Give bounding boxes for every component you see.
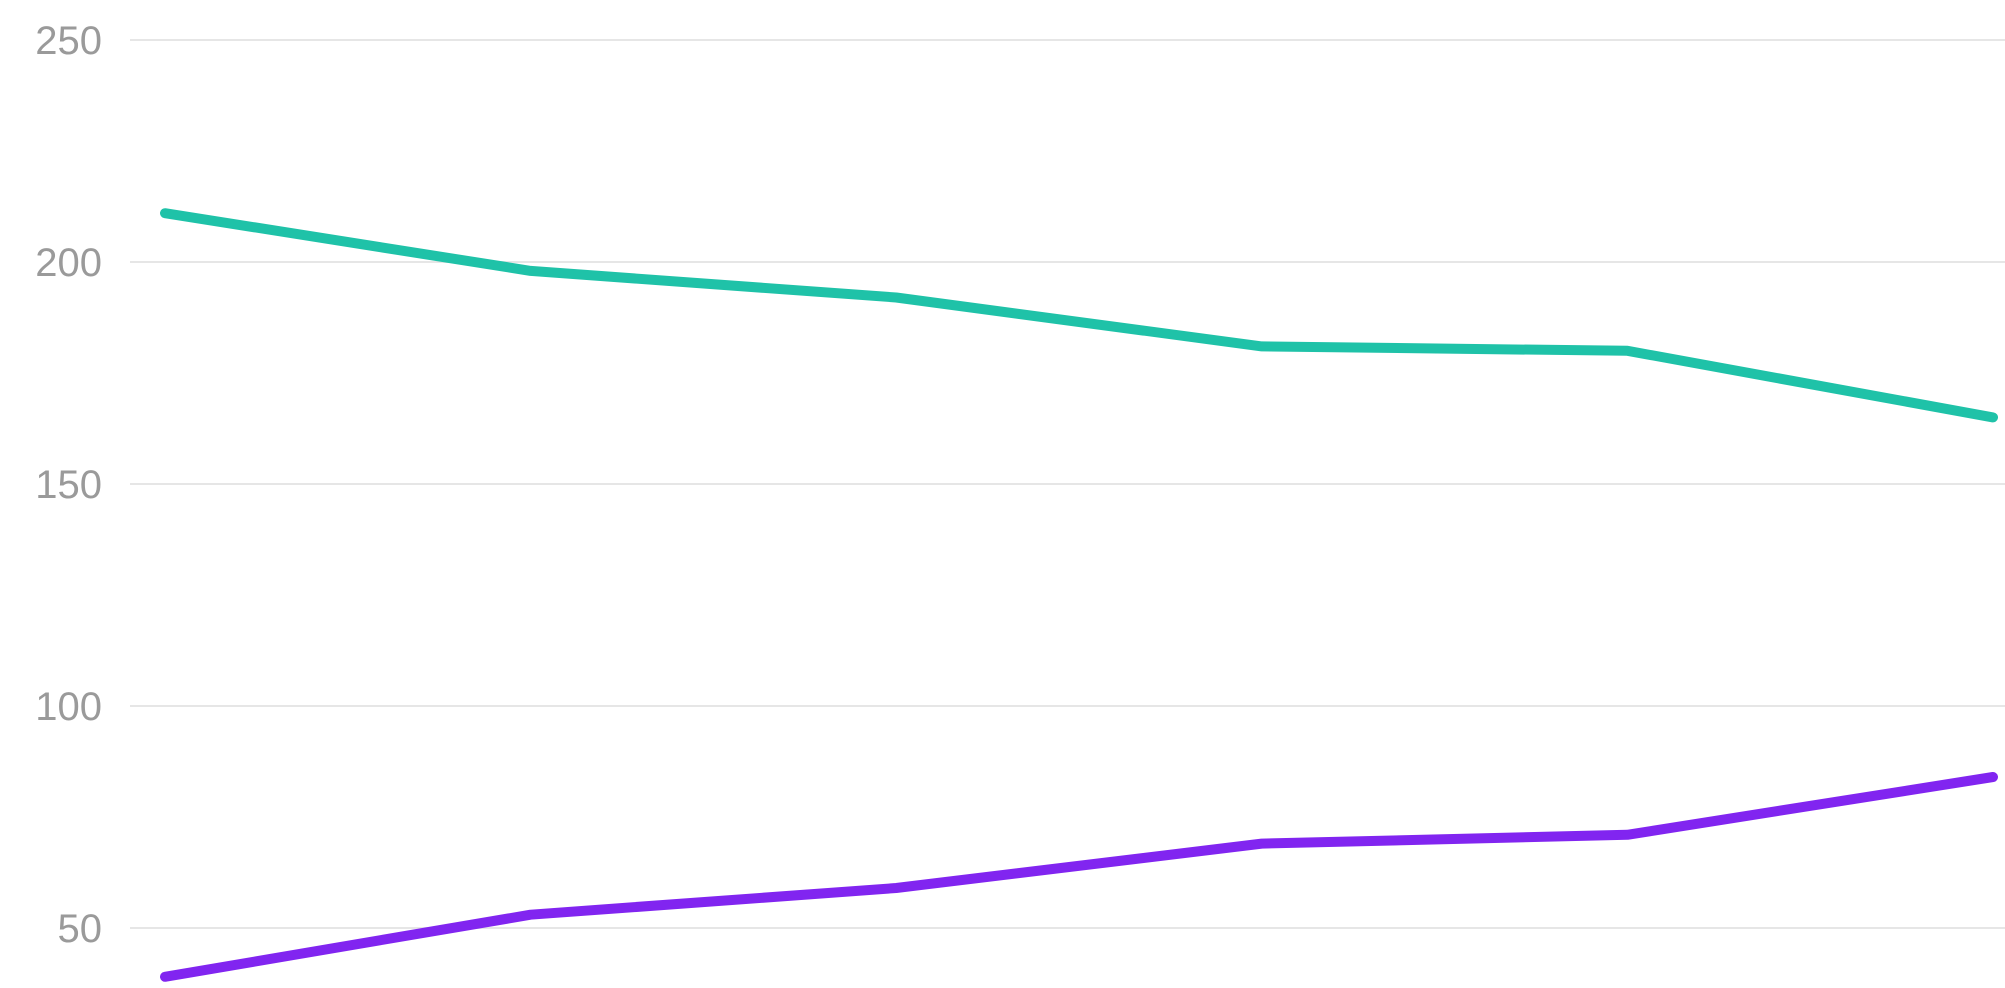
y-tick-label: 50: [58, 907, 103, 951]
series-line-2: [160, 772, 1998, 982]
y-tick-label: 150: [35, 463, 102, 507]
y-tick-label: 100: [35, 685, 102, 729]
y-tick-label: 200: [35, 241, 102, 285]
y-axis-ticks: 50 100 150 200 250: [35, 19, 102, 951]
y-tick-label: 250: [35, 19, 102, 63]
series-line-1: [160, 208, 1998, 423]
gridlines: [130, 39, 2005, 929]
series-lines: [160, 208, 1998, 982]
